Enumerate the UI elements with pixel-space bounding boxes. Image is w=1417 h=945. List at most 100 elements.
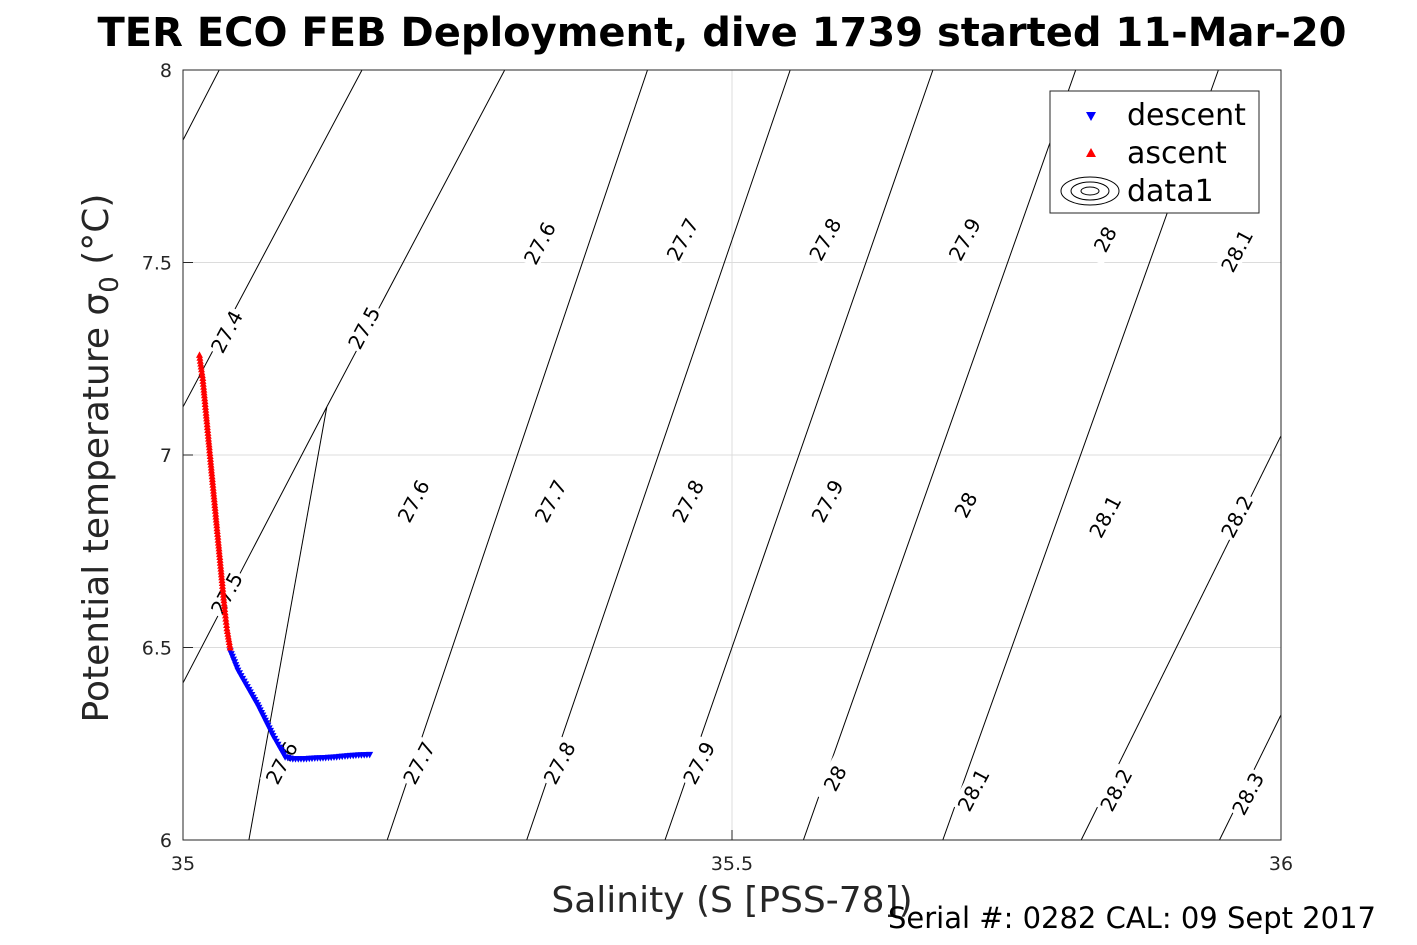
ascent-point <box>215 547 223 555</box>
legend-descent-label: descent <box>1127 98 1246 133</box>
contour-label-bg <box>518 216 560 270</box>
legend-ascent-label: ascent <box>1127 136 1227 171</box>
ascent-point <box>218 579 226 586</box>
contour-label-bg <box>205 304 247 358</box>
ascent-point <box>204 426 212 433</box>
ascent-point <box>220 602 228 610</box>
ascent-point <box>201 397 209 405</box>
ascent-point <box>214 539 222 546</box>
ascent-point <box>222 615 230 622</box>
contour-line-27-8 <box>526 70 791 840</box>
ascent-point <box>206 449 214 457</box>
contour-label-bg <box>942 212 985 266</box>
serial-calibration-note: Serial #: 0282 CAL: 09 Sept 2017 <box>888 901 1376 935</box>
ascent-point <box>215 544 223 552</box>
legend-box <box>1049 90 1260 214</box>
ascent-point <box>198 368 206 376</box>
ascent-point <box>202 412 210 419</box>
y-tick-label: 8 <box>160 60 172 82</box>
ascent-point <box>200 383 208 390</box>
legend-contour-label: data1 <box>1127 174 1214 209</box>
contour-label-bg <box>1215 489 1258 543</box>
ascent-point <box>213 524 221 532</box>
data-series <box>196 351 374 763</box>
ascent-point <box>217 565 225 572</box>
contour-label-bg <box>951 763 994 816</box>
ascent-point <box>197 360 205 367</box>
ascent-point <box>223 627 231 634</box>
ascent-point <box>200 391 208 399</box>
contour-label-bg <box>677 736 720 789</box>
ascent-point <box>200 388 208 396</box>
ascent-point <box>201 394 209 402</box>
ascent-point <box>213 518 220 526</box>
ascent-point <box>196 351 203 358</box>
ascent-point <box>202 403 209 410</box>
ascent-point <box>214 533 222 540</box>
ascent-point <box>199 374 207 381</box>
ascent-point <box>196 357 204 364</box>
contour-line-28 <box>802 70 1077 840</box>
ascent-point <box>203 423 211 431</box>
descent-point <box>366 751 374 759</box>
series-descent <box>226 648 374 763</box>
contour-label-bg <box>397 736 440 789</box>
ascent-point <box>197 363 205 370</box>
contour-label-bg <box>205 566 247 620</box>
contour-label-bg <box>944 478 986 531</box>
ascent-point <box>226 644 234 651</box>
ascent-point <box>210 495 218 503</box>
ascent-point <box>208 472 216 480</box>
y-axis-label-unit: (°C) <box>76 194 117 277</box>
ascent-point <box>217 570 225 578</box>
y-axis-label-subscript: 0 <box>95 276 125 293</box>
ascent-point <box>213 521 221 529</box>
y-tick-label: 6.5 <box>142 638 172 660</box>
ascent-point <box>198 371 206 379</box>
contour-label-bg <box>1083 489 1126 543</box>
ascent-point <box>222 618 230 625</box>
ascent-point <box>218 576 226 584</box>
contour-line-27-9 <box>664 70 934 840</box>
y-tick-label: 7 <box>160 445 172 467</box>
contour-line-27-4 <box>183 70 220 141</box>
ascent-point <box>211 501 219 509</box>
ascent-point <box>205 435 212 442</box>
contour-label-bg <box>660 212 703 266</box>
contour-label-bg <box>537 736 580 789</box>
ascent-point <box>220 594 228 601</box>
contour-label-bg <box>1083 212 1126 266</box>
ascent-point <box>212 513 220 520</box>
contour-label-bg <box>805 474 848 528</box>
x-tick-label: 36 <box>1269 853 1293 875</box>
ascent-point <box>219 588 227 595</box>
ascent-point <box>210 487 217 494</box>
contour-label-bg <box>342 301 385 354</box>
ascent-point <box>220 596 228 604</box>
contour-label-bg <box>259 736 302 789</box>
ascent-point <box>224 633 232 640</box>
contour-line-27-7 <box>386 70 648 840</box>
ascent-point <box>219 591 227 598</box>
legend-contour-icon <box>1060 176 1120 206</box>
ascent-point <box>210 490 218 497</box>
ascent-point <box>224 630 232 637</box>
ascent-point <box>211 507 219 514</box>
legend: descent ascent data1 <box>1049 90 1260 214</box>
ascent-point <box>209 484 217 491</box>
x-tick-label: 35.5 <box>711 853 753 875</box>
ascent-point <box>214 530 222 537</box>
ascent-point <box>216 550 223 558</box>
ascent-point <box>208 466 215 474</box>
legend-descent-marker <box>1086 112 1096 121</box>
contour-line-27-5 <box>183 406 328 684</box>
ascent-point <box>211 498 219 506</box>
ascent-point <box>221 608 229 616</box>
ascent-point <box>223 624 231 632</box>
x-tick-label: 35 <box>171 853 195 875</box>
contour-label-bg <box>803 212 846 266</box>
contour-label-bg <box>1215 224 1258 277</box>
y-tick-label: 6 <box>160 830 172 852</box>
ascent-point <box>225 635 233 643</box>
